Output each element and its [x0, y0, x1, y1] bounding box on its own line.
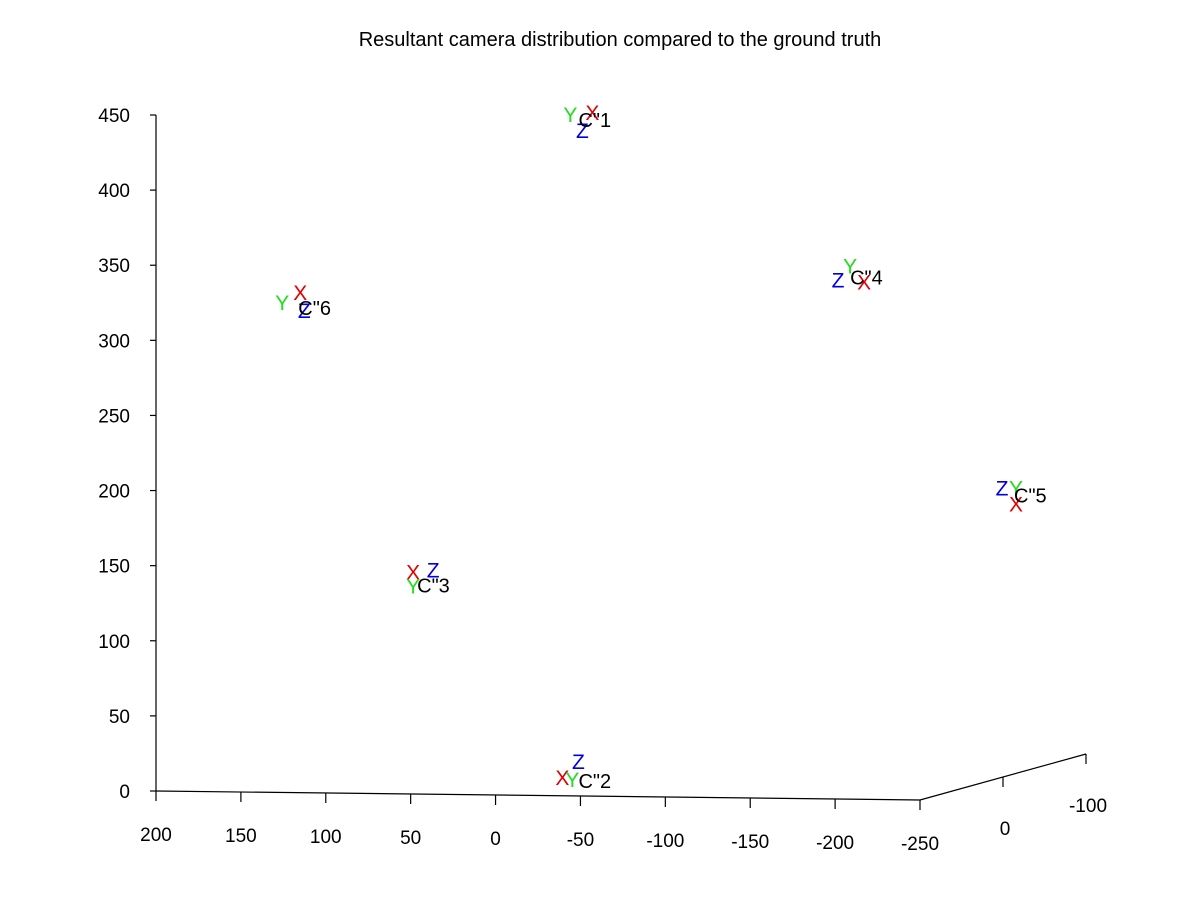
x-tick-label: 50	[400, 828, 421, 849]
camera-4-y-axis: Y	[843, 256, 857, 279]
z-tick-label: 200	[98, 482, 130, 503]
z-tick-label: 350	[98, 256, 130, 277]
x-axis-line	[155, 790, 921, 801]
z-tick-label: 100	[98, 632, 130, 653]
camera-3-label: C"3	[417, 576, 450, 598]
camera-1: Y XZC"1	[563, 102, 611, 143]
camera-6: Y XZC"6	[275, 282, 331, 323]
camera-4-label: C"4	[850, 268, 883, 290]
x-tick-label: -50	[567, 830, 594, 851]
camera-5-x-axis: X	[1009, 494, 1023, 517]
y-tick-label: -100	[1069, 796, 1107, 817]
camera-4-z-axis: Z	[832, 270, 845, 293]
camera-2-y-axis: Y	[565, 769, 579, 792]
x-tick-label: -150	[731, 832, 769, 853]
camera-5: Z YXC"5	[996, 478, 1047, 517]
x-tick-label: -250	[901, 834, 939, 855]
z-tick-label: 250	[98, 406, 130, 427]
z-tick-label: 450	[98, 106, 130, 127]
camera-6-z-axis: Z	[298, 300, 311, 323]
z-axis-ticks: 0 50 100 150 200 250 300 350 400 450	[98, 106, 156, 803]
camera-5-y-axis: Y	[1009, 478, 1023, 501]
camera-4: YXZ C"4	[832, 256, 883, 295]
camera-1-z-axis: Z	[576, 120, 589, 143]
z-tick-label: 300	[98, 331, 130, 352]
x-tick-label: 200	[140, 825, 172, 846]
z-tick-label: 150	[98, 557, 130, 578]
camera-2-x-axis: X	[555, 767, 569, 790]
camera-2-label: C"2	[578, 771, 611, 793]
camera-6-y-axis: Y	[275, 292, 289, 315]
z-tick-label: 0	[119, 782, 130, 803]
camera-1-label: C"1	[578, 110, 611, 132]
y-tick-label: 0	[1000, 819, 1011, 840]
x-axis-ticks: 200 150 100 50 0 -50 -100 -150 -200 -250	[140, 791, 939, 855]
camera-6-label: C"6	[298, 298, 331, 320]
x-tick-label: -100	[646, 831, 684, 852]
camera-4-x-axis: X	[857, 272, 871, 295]
x-tick-label: 100	[310, 827, 342, 848]
chart-title: Resultant camera distribution compared t…	[359, 29, 882, 51]
camera-1-x-axis: X	[585, 102, 599, 125]
x-tick-label: -200	[816, 833, 854, 854]
camera-6-x-axis: X	[293, 282, 307, 305]
camera-3-y-axis: Y	[406, 576, 420, 599]
camera-5-z-axis: Z	[996, 478, 1009, 501]
y-axis-ticks: 0 -100	[1000, 754, 1107, 840]
x-tick-label: 0	[490, 829, 501, 850]
z-tick-label: 400	[98, 181, 130, 202]
camera-3-z-axis: Z	[427, 560, 440, 583]
x-tick-label: 150	[225, 826, 257, 847]
z-tick-label: 50	[109, 707, 130, 728]
camera-5-label: C"5	[1014, 486, 1047, 508]
camera-1-y-axis: Y	[563, 104, 577, 127]
camera-3-x-axis: X	[406, 562, 420, 585]
camera-2-z-axis: Z	[572, 751, 585, 774]
